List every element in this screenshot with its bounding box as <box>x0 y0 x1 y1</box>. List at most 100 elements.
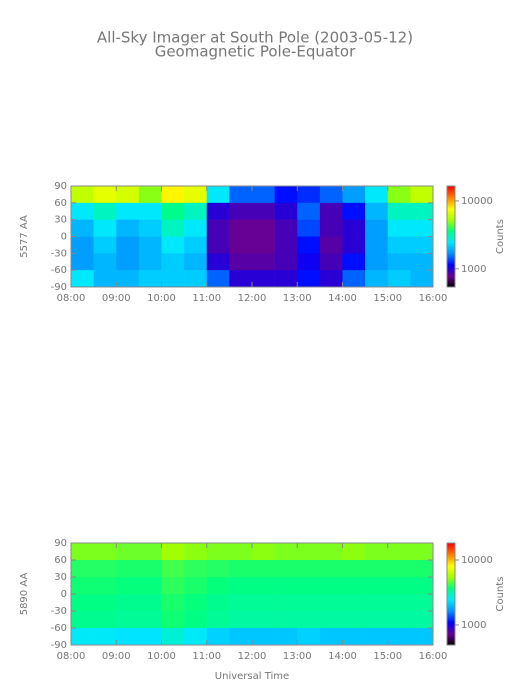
colorbar-segment <box>447 285 455 288</box>
colorbar-segment <box>447 201 455 204</box>
heatmap-cell <box>252 202 275 220</box>
heatmap-cell <box>161 611 185 629</box>
colorbar-segment <box>447 612 455 615</box>
colorbar-segment <box>447 253 455 256</box>
colorbar-segment <box>447 549 455 552</box>
heatmap-cell <box>184 577 208 595</box>
colorbar-segment <box>447 273 455 276</box>
heatmap-cell <box>71 186 94 204</box>
colorbar-segment <box>447 617 455 620</box>
heatmap-cell <box>206 253 230 271</box>
heatmap-cell <box>387 236 411 254</box>
heatmap-cell <box>274 219 298 237</box>
heatmap-cell <box>342 270 366 288</box>
heatmap-cell <box>274 202 298 220</box>
colorbar-segment <box>447 628 455 631</box>
colorbar-segment <box>447 553 455 556</box>
y-tick-label: 90 <box>54 181 67 192</box>
heatmap-cell <box>365 236 389 254</box>
heatmap-cell <box>71 236 94 254</box>
heatmap-cell <box>319 270 343 288</box>
colorbar-segment <box>447 561 455 564</box>
heatmap-cell <box>116 270 140 288</box>
x-tick-label: 12:00 <box>238 651 267 662</box>
colorbar-segment <box>447 197 455 200</box>
colorbar-segment <box>447 548 455 551</box>
heatmap-cell <box>93 236 117 254</box>
heatmap-cell <box>342 560 366 578</box>
heatmap-cell <box>297 202 321 220</box>
heatmap-cell <box>274 253 298 271</box>
heatmap-cell <box>229 628 253 646</box>
heatmap-cell <box>252 236 275 254</box>
heatmap-cell <box>387 611 411 629</box>
colorbar-segment <box>447 206 455 209</box>
colorbar-segment <box>447 238 455 241</box>
heatmap-cell <box>319 628 343 646</box>
colorbar-segment <box>447 270 455 273</box>
colorbar-frame <box>446 542 456 646</box>
heatmap-cell <box>116 186 140 204</box>
colorbar-segment <box>447 544 455 547</box>
heatmap-cell <box>206 577 230 595</box>
colorbar-segment <box>447 258 455 261</box>
colorbar-segment <box>447 643 455 646</box>
colorbar-segment <box>447 563 455 566</box>
heatmap-cell <box>206 543 230 561</box>
colorbar-segment <box>447 187 455 190</box>
heatmap-cell <box>342 577 366 595</box>
heatmap-cell <box>229 560 253 578</box>
heatmap-cell <box>229 543 253 561</box>
heatmap-cell <box>252 560 275 578</box>
heatmap-cell <box>410 628 434 646</box>
colorbar-segment <box>447 266 455 269</box>
heatmap-cell <box>297 543 321 561</box>
heatmap-cell <box>93 560 117 578</box>
heatmap-cell <box>116 202 140 220</box>
colorbar-segment <box>447 241 455 244</box>
y-tick-label: 30 <box>54 572 67 583</box>
colorbar-segment <box>447 204 455 207</box>
colorbar-segment <box>447 263 455 266</box>
heatmap-cell <box>206 628 230 646</box>
heatmap-cell <box>116 219 140 237</box>
heatmap-cell <box>387 219 411 237</box>
colorbar-segment <box>447 573 455 576</box>
colorbar-segment <box>447 234 455 237</box>
heatmap-cell <box>365 594 389 612</box>
colorbar-segment <box>447 622 455 625</box>
colorbar-segment <box>447 244 455 247</box>
y-tick-label: -90 <box>51 282 67 293</box>
heatmap-cell <box>116 594 140 612</box>
colorbar-segment <box>447 265 455 268</box>
colorbar-segment <box>447 556 455 559</box>
colorbar-segment <box>447 602 455 605</box>
y-axis-label: 5890 AA <box>19 573 30 616</box>
heatmap-cell <box>229 611 253 629</box>
heatmap-cell <box>297 577 321 595</box>
colorbar-segment <box>447 597 455 600</box>
heatmap-cell <box>71 577 94 595</box>
heatmap-cell <box>252 594 275 612</box>
colorbar-segment <box>447 243 455 246</box>
heatmap-cell <box>71 253 94 271</box>
colorbar-segment <box>447 231 455 234</box>
colorbar-segment <box>447 641 455 644</box>
colorbar-segment <box>447 568 455 571</box>
heatmap-cell <box>138 236 162 254</box>
colorbar-segment <box>447 283 455 286</box>
heatmap-cell <box>319 577 343 595</box>
colorbar-segment <box>447 609 455 612</box>
heatmap-cell <box>365 253 389 271</box>
heatmap-cell <box>184 611 208 629</box>
heatmap-cell <box>206 186 230 204</box>
heatmap-cell <box>138 253 162 271</box>
x-tick-label: 13:00 <box>283 651 312 662</box>
colorbar-segment <box>447 219 455 222</box>
heatmap-cell <box>365 577 389 595</box>
colorbar-segment <box>447 592 455 595</box>
y-tick-label: -90 <box>51 640 67 651</box>
colorbar-segment <box>447 207 455 210</box>
colorbar-segment <box>447 571 455 574</box>
colorbar-label: Counts <box>495 577 506 612</box>
